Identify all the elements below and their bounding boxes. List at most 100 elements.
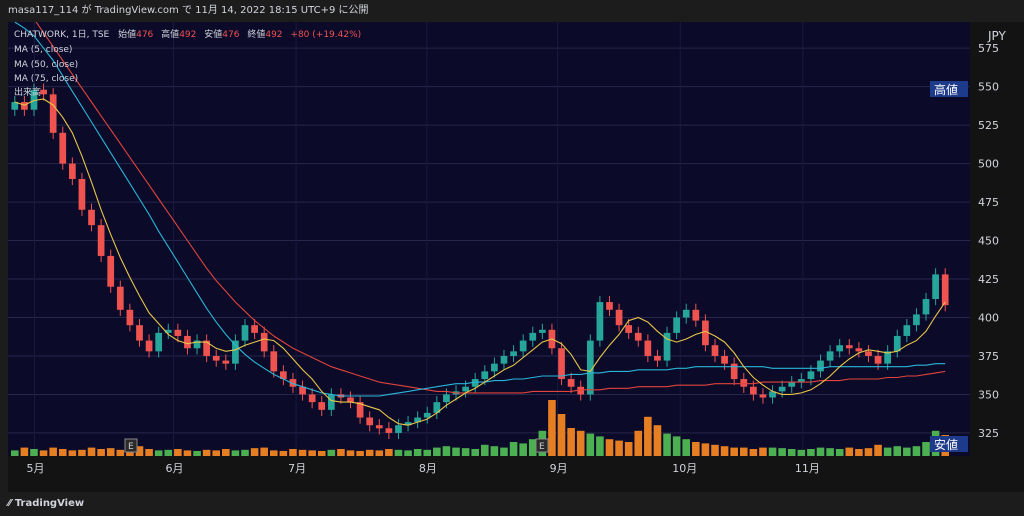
candle-body — [251, 325, 258, 333]
candle-body — [750, 386, 757, 395]
tradingview-logo[interactable]: ⁄⁄ TradingView — [8, 498, 85, 509]
volume-bar — [241, 449, 249, 456]
candle-body — [433, 402, 441, 413]
candle-body — [769, 391, 776, 398]
legend-change: +80 (+19.42%) — [290, 30, 361, 40]
price-chart[interactable]: 575 550 525 500 475 450 425 400 375 350 325 5月 6月 7月… — [0, 22, 1024, 492]
candle-body — [385, 428, 393, 433]
candle-body — [903, 325, 911, 336]
candle-body — [797, 379, 805, 383]
volume-bar — [145, 449, 153, 456]
volume-bar — [845, 447, 854, 456]
candle-body — [107, 255, 115, 287]
candle-body — [893, 335, 901, 352]
volume-bar — [68, 450, 77, 456]
volume-bar — [500, 447, 508, 456]
volume-bar — [922, 442, 930, 456]
footer: ⁄⁄ TradingView — [0, 492, 1024, 516]
candle-body — [59, 132, 67, 164]
y-tick-label: 500 — [978, 158, 999, 171]
candle-body — [510, 351, 517, 356]
legend-high-label: 高値 — [161, 28, 179, 40]
candle-body — [634, 332, 642, 341]
volume-bar — [106, 448, 115, 456]
earnings-marker-1[interactable]: E — [124, 438, 138, 453]
legend-high-value: 492 — [179, 30, 196, 40]
legend-low-value: 476 — [222, 30, 239, 40]
candle-body — [663, 332, 671, 361]
candle-body — [78, 178, 86, 210]
candle-body — [702, 320, 709, 346]
candle-body — [241, 325, 249, 341]
candle-body — [404, 422, 412, 426]
candle-body — [136, 325, 143, 341]
volume-bar — [337, 449, 345, 456]
candle-body — [519, 340, 527, 352]
volume-bar — [289, 449, 297, 456]
candle-body — [155, 332, 163, 352]
volume-bar — [883, 447, 892, 456]
low-tag: 安値 — [934, 437, 958, 452]
volume-bar — [413, 449, 422, 456]
volume-bar — [135, 446, 144, 456]
earnings-marker-bg — [124, 438, 138, 453]
indicator-ma5: MA (5, close) — [14, 45, 72, 55]
candle-body — [97, 225, 105, 256]
candle-body — [558, 348, 565, 380]
candle-body — [826, 351, 834, 361]
candle-body — [193, 340, 201, 349]
candle-body — [232, 340, 239, 364]
candle-body — [615, 309, 623, 326]
volume-bar — [327, 449, 336, 456]
x-tick-label: 10月 — [672, 462, 697, 475]
volume-bar — [404, 450, 412, 456]
candle-body — [88, 209, 95, 226]
high-tag: 高値 — [934, 82, 958, 97]
candle-body — [874, 355, 882, 364]
volume-bar — [423, 449, 432, 456]
price-axis[interactable] — [970, 22, 1024, 456]
earnings-marker-label: E — [539, 442, 545, 452]
y-tick-label: 550 — [978, 81, 999, 94]
candle-body — [299, 386, 306, 395]
volume-bar — [903, 447, 911, 456]
volume-bar — [97, 449, 105, 456]
candle-body — [721, 355, 728, 364]
volume-bar — [759, 447, 767, 456]
volume-bar — [711, 444, 719, 456]
candle-body — [30, 89, 38, 110]
volume-bar — [183, 450, 192, 456]
candle-body — [778, 386, 786, 392]
candle-body — [567, 379, 575, 387]
candle-body — [11, 102, 19, 110]
volume-bar — [481, 444, 489, 456]
ma5-line — [14, 98, 946, 426]
volume-bar — [193, 450, 201, 456]
volume-bar — [174, 449, 182, 456]
volume-bar — [509, 442, 518, 456]
candle-body — [443, 394, 450, 403]
volume-bar — [653, 425, 662, 456]
earnings-marker-2[interactable]: E — [535, 438, 549, 453]
candle-body — [932, 274, 939, 300]
candle-body — [184, 335, 191, 349]
time-axis[interactable] — [8, 456, 1024, 492]
volume-bar — [807, 449, 815, 456]
volume-bar — [11, 450, 19, 456]
volume-bar — [682, 439, 691, 456]
x-tick-label: 7月 — [288, 462, 306, 475]
y-tick-label: 475 — [978, 196, 999, 209]
candle-body — [807, 371, 815, 380]
brand-text: TradingView — [14, 498, 85, 509]
volume-bar — [893, 446, 902, 456]
x-tick-label: 8月 — [419, 462, 437, 475]
candle-body — [68, 163, 76, 179]
volume-bar — [596, 436, 604, 456]
grid — [8, 22, 970, 456]
volume-bar — [260, 447, 268, 456]
volume-bar — [126, 450, 134, 456]
candle-body — [673, 317, 680, 333]
candle-body — [586, 340, 594, 395]
legend-open-label: 始値 — [118, 28, 136, 40]
